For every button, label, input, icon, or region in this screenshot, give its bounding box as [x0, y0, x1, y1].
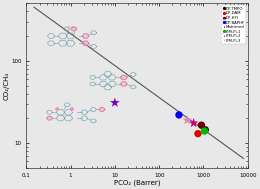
- Polygon shape: [47, 116, 52, 120]
- Circle shape: [56, 108, 58, 110]
- Y-axis label: CO₂/CH₄: CO₂/CH₄: [3, 72, 9, 100]
- Legend: DP-TMPO, DP-DAM, DP-HFI, DP-BAPHF, Matrimed, PIM-Pi-1, PIM-Pi-2, PIM-Pi-3: DP-TMPO, DP-DAM, DP-HFI, DP-BAPHF, Matri…: [222, 5, 246, 44]
- Polygon shape: [120, 75, 127, 80]
- Point: [113, 101, 117, 104]
- Polygon shape: [99, 108, 105, 111]
- Polygon shape: [82, 41, 89, 45]
- Polygon shape: [120, 82, 127, 86]
- Point: [196, 132, 200, 135]
- Point: [192, 122, 196, 125]
- Circle shape: [70, 108, 73, 110]
- Point: [199, 124, 204, 127]
- Point: [177, 113, 181, 116]
- Point: [185, 119, 189, 122]
- X-axis label: PCO₂ (Barrer): PCO₂ (Barrer): [114, 179, 160, 186]
- Polygon shape: [71, 27, 77, 31]
- Point: [203, 128, 207, 131]
- Point: [202, 129, 206, 132]
- Polygon shape: [82, 34, 89, 38]
